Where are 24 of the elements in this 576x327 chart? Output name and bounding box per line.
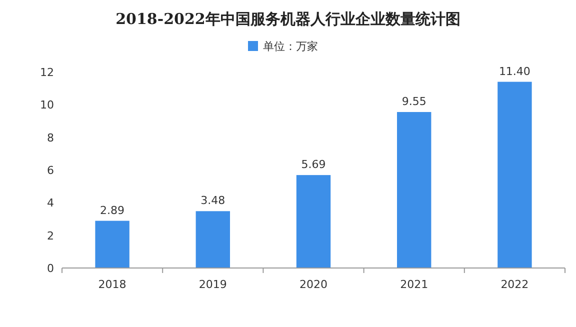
x-tick-label: 2021	[400, 278, 428, 291]
x-tick-label: 2018	[98, 278, 126, 291]
y-tick-label: 10	[40, 98, 54, 112]
y-tick-label: 12	[40, 66, 54, 79]
x-tick-label: 2022	[500, 278, 529, 291]
chart-title: 2018-2022年中国服务机器人行业企业数量统计图	[116, 10, 460, 28]
y-tick-label: 6	[47, 164, 54, 177]
data-label: 9.55	[402, 95, 426, 108]
bar	[296, 175, 331, 268]
bar	[196, 211, 230, 268]
data-label: 2.89	[100, 204, 125, 217]
x-tick-label: 2019	[198, 278, 227, 291]
data-label: 11.40	[498, 64, 530, 78]
data-label: 5.69	[301, 158, 326, 172]
bar	[498, 82, 532, 268]
legend-label: 单位：万家	[263, 40, 318, 53]
x-tick-label: 2020	[300, 278, 328, 291]
y-tick-label: 2	[47, 229, 54, 242]
y-tick-label: 4	[47, 196, 54, 210]
data-label: 3.48	[200, 194, 226, 208]
bar	[95, 220, 130, 268]
bar	[397, 112, 432, 268]
y-tick-label: 8	[47, 131, 54, 144]
y-tick-label: 0	[47, 262, 54, 275]
